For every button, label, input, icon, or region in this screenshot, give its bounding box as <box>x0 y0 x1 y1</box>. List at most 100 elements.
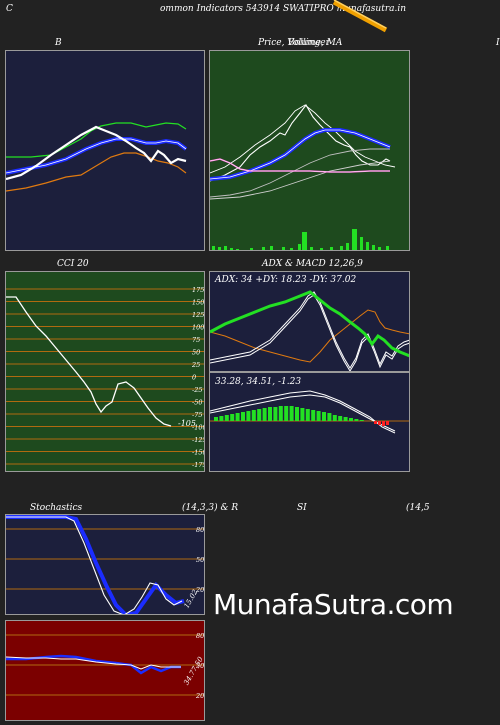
volume-bar <box>212 246 215 250</box>
volume-bar <box>302 232 307 250</box>
tick-label: 0 <box>192 374 196 382</box>
volume-bar <box>320 248 323 250</box>
bollinger-middle-band-highlight <box>6 138 187 174</box>
macd-hist-bar <box>230 414 235 421</box>
macd-hist-bar <box>219 416 224 421</box>
bollinger-overlay-label: Bollinger <box>288 38 330 48</box>
price-chart <box>210 104 396 250</box>
right-edge-label: I <box>496 38 500 48</box>
macd-hist-bar <box>316 411 321 421</box>
rsi-chart: 80 50 20 <box>6 632 204 700</box>
macd-neg-bar <box>382 421 385 426</box>
rsi-line <box>6 656 181 670</box>
volume-bar <box>218 247 221 250</box>
price-panel <box>209 50 410 251</box>
macd-readout: 33.28, 34.51, -1.23 <box>215 377 302 387</box>
tick-label: 20 <box>195 586 204 594</box>
macd-neg-bar <box>378 421 381 425</box>
rsi-panel: 80 50 20 34.77,50 <box>5 620 205 721</box>
price-ma-long <box>210 160 391 200</box>
volume-bar <box>224 246 227 250</box>
stochastics-k-line <box>6 516 183 614</box>
macd-hist-bar <box>235 413 240 421</box>
page-title: ommon Indicators 543914 SWATIPRO munafas… <box>160 4 407 14</box>
macd-hist-bar <box>332 415 337 421</box>
macd-negative-bars <box>374 421 389 426</box>
price-lower-band-highlight <box>210 158 390 173</box>
volume-bar <box>236 249 239 250</box>
tick-label: -125 <box>192 436 205 444</box>
macd-hist-bar <box>343 417 348 421</box>
cci-label: CCI 20 <box>57 259 89 269</box>
adx-chart <box>210 290 409 371</box>
tick-label: 125 <box>192 311 204 319</box>
macd-panel: 33.28, 34.51, -1.23 <box>209 372 410 472</box>
tick-label: 50 <box>192 349 200 357</box>
macd-hist-bar <box>262 408 267 421</box>
bollinger-lower-band <box>6 152 187 192</box>
bollinger-panel <box>5 50 205 251</box>
macd-hist-bar <box>268 407 272 421</box>
tick-label: -100 <box>192 424 205 432</box>
volume-bar <box>282 247 285 250</box>
macd-hist-bar <box>338 416 343 421</box>
stochastics-panel: 80 50 20 15.02 <box>5 514 205 615</box>
cci-grid: 175 150 125 100 75 50 25 0 -25 -50 -75 -100 -125 -150… <box>6 286 205 469</box>
price-line <box>210 104 391 182</box>
tick-label: -75 <box>192 411 202 419</box>
header-prefix: C <box>6 4 13 14</box>
rsi-grid: 80 50 20 <box>6 632 204 700</box>
cci-line <box>6 296 172 427</box>
macd-chart <box>210 390 409 434</box>
macd-neg-bar <box>374 421 377 424</box>
tick-label: 75 <box>192 336 200 344</box>
volume-bar <box>250 248 253 250</box>
adx-readout: ADX: 34 +DY: 18.23 -DY: 37.02 <box>215 275 357 285</box>
stochastics-label: Stochastics <box>30 503 83 513</box>
adx-line <box>210 290 409 358</box>
adx-negative-di <box>210 309 409 363</box>
macd-hist-bar <box>273 407 278 421</box>
tick-label: 25 <box>191 361 200 369</box>
volume-bar <box>386 246 389 250</box>
tick-label: 175 <box>192 286 204 294</box>
macd-hist-bar <box>257 409 262 421</box>
volume-bar <box>372 245 375 250</box>
cci-value-label: -105 <box>178 419 196 428</box>
price-upper-band <box>210 104 396 174</box>
macd-hist-bar <box>349 418 353 421</box>
macd-hist-bar <box>214 417 218 421</box>
volume-bar <box>366 242 369 250</box>
volume-bar <box>330 247 333 250</box>
volume-bar <box>352 229 357 250</box>
tick-label: 100 <box>192 324 204 332</box>
macd-hist-bar <box>224 415 229 421</box>
macd-signal-line <box>210 394 396 432</box>
bollinger-price-line <box>6 125 187 181</box>
rsi-label: SI <box>297 503 307 513</box>
adx-positive-di-1 <box>210 291 409 369</box>
macd-neg-bar <box>386 421 389 425</box>
header-decoration <box>332 0 388 33</box>
tick-label: 80 <box>196 632 204 640</box>
stochastics-d-line <box>6 515 185 614</box>
macd-hist-bar <box>278 406 283 421</box>
macd-hist-bar <box>322 412 326 421</box>
macd-hist-bar <box>300 408 305 421</box>
volume-bar <box>270 246 273 250</box>
bollinger-label: B <box>55 38 62 48</box>
price-middle-band-highlight <box>210 129 391 180</box>
volume-bar <box>262 247 265 250</box>
macd-hist-bar <box>311 410 316 421</box>
adx-macd-label: ADX & MACD 12,26,9 <box>262 259 363 269</box>
macd-hist-bar <box>359 420 364 421</box>
rsi-signal-line <box>6 654 181 675</box>
macd-hist-bar <box>354 419 359 421</box>
tick-label: 150 <box>192 299 204 307</box>
cci-chart: 175 150 125 100 75 50 25 0 -25 -50 -75 -100 -125 -150… <box>6 286 205 469</box>
price-ma-mid <box>210 148 390 198</box>
tick-label: -175 <box>192 461 205 469</box>
volume-bar <box>378 247 381 250</box>
stochastics-chart: 80 50 20 <box>6 515 204 614</box>
macd-hist-bar <box>327 413 332 421</box>
